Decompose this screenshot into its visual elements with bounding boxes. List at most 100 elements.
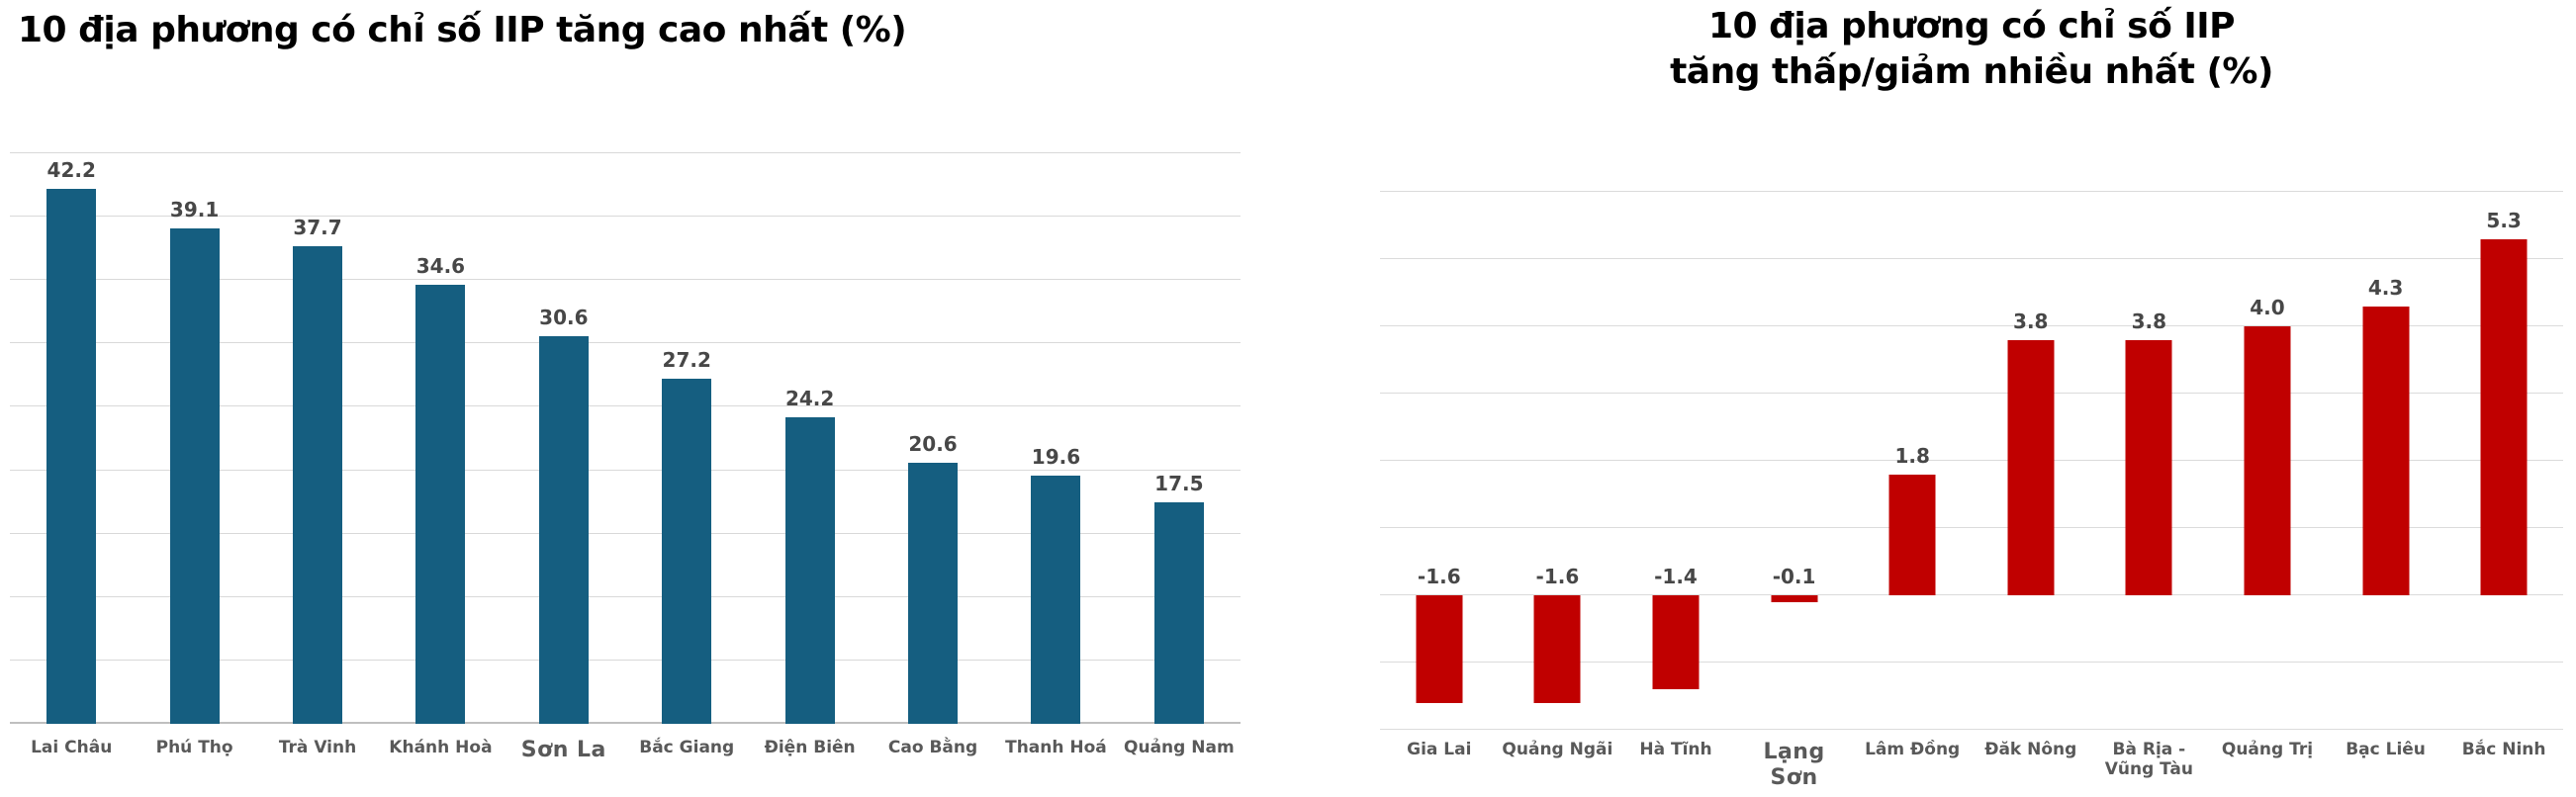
bar [784,416,835,724]
category-label: Quảng Trị [2221,740,2314,759]
bar-column: -1.6 [1499,192,1617,730]
category-label: Lâm Đồng [1865,740,1961,759]
bar-value-label: -1.4 [1654,565,1698,588]
bar-value-label: 17.5 [1154,471,1204,495]
gridline [10,722,1241,724]
bar-column: 1.8 [1853,192,1972,730]
bar [1771,595,1818,602]
bar-column: 39.1 [133,153,255,724]
bar-column: 37.7 [256,153,379,724]
bar [2007,339,2055,595]
category-label: Sơn La [520,738,606,762]
bar [415,285,466,724]
bar-value-label: 3.8 [2131,309,2167,333]
bar [1652,595,1700,690]
gridline [1380,662,2563,663]
bar [2244,326,2291,595]
bar [1533,595,1581,703]
bar-value-label: 3.8 [2013,309,2049,333]
bar [293,245,343,724]
gridline [10,595,1241,597]
bar-value-label: 30.6 [539,305,589,329]
bar [169,227,220,724]
bar-value-label: -1.6 [1535,565,1580,588]
chart-title-lowest: 10 địa phương có chỉ số IIP tăng thấp/giả… [1380,4,2563,95]
bar-column: 34.6 [379,153,502,724]
gridline [1380,460,2563,461]
chart-iip-highest: 10 địa phương có chỉ số IIP tăng cao nhấ… [10,10,1241,763]
bars-container: 42.2 39.1 37.7 34.6 30.6 27.2 24.2 20.6 19.6 17.5 [10,153,1241,724]
bar-value-label: 37.7 [293,215,342,239]
category-label: Đăk Nông [1984,740,2077,759]
bar-value-label: 1.8 [1894,443,1930,468]
category-label: Điện Biên [764,738,856,757]
gridline [1380,393,2563,394]
gridline [10,342,1241,344]
category-axis-highest: Lai Châu Phú Thọ Trà Vinh Khánh Hoà Sơn La Bắ… [10,738,1241,763]
chart-iip-lowest: 10 địa phương có chỉ số IIP tăng thấp/giả… [1335,0,2576,797]
category-label: Lai Châu [31,738,113,757]
bar-value-label: 24.2 [784,386,835,410]
bar-column: -1.6 [1380,192,1499,730]
category-label: Thanh Hoá [1005,738,1107,757]
bar [1888,474,1936,595]
bar-column: 17.5 [1118,153,1241,724]
gridline [1380,258,2563,259]
category-label: Quảng Ngãi [1502,740,1613,759]
category-label: Trà Vinh [278,738,357,757]
bar-column: -0.1 [1735,192,1854,730]
category-label: Quảng Nam [1124,738,1235,757]
chart-title-highest: 10 địa phương có chỉ số IIP tăng cao nhấ… [18,10,907,50]
bar-column: 19.6 [994,153,1117,724]
gridline [10,532,1241,534]
bar-column: 27.2 [625,153,748,724]
plot-area-highest: 42.2 39.1 37.7 34.6 30.6 27.2 24.2 20.6 19.6 17.5 [10,152,1241,724]
bar-value-label: 5.3 [2486,208,2522,232]
bar-value-label: 19.6 [1031,444,1081,469]
bar-column: 30.6 [503,153,625,724]
gridline [1380,527,2563,528]
bar-column: 42.2 [10,153,133,724]
bar-value-label: 4.0 [2250,296,2285,319]
category-label: Bà Rịa - Vũng Tàu [2104,740,2193,780]
gridline [10,279,1241,281]
bar [2480,238,2528,595]
category-label: Bắc Giang [639,738,735,757]
bar-value-label: -1.6 [1417,565,1461,588]
bar [1031,475,1081,724]
bar [2362,306,2410,595]
category-label: Khánh Hoà [389,738,493,757]
chart-title-lowest-line1: 10 địa phương có chỉ số IIP [1707,6,2236,46]
bar-column: 4.0 [2208,192,2327,730]
bar [1416,595,1463,703]
bar-column: 4.3 [2327,192,2445,730]
bars-container: -1.6 -1.6 -1.4 -0.1 1.8 3.8 3.8 4.0 4.3 5.3 [1380,192,2563,730]
category-label: Bắc Ninh [2461,740,2546,759]
gridline [10,405,1241,407]
bar-value-label: 27.2 [662,348,711,373]
bar [538,335,589,724]
bar-value-label: 42.2 [46,157,96,182]
category-label: Cao Bằng [887,738,978,757]
gridline [10,469,1241,471]
gridline [10,659,1241,661]
plot-area-lowest: -1.6 -1.6 -1.4 -0.1 1.8 3.8 3.8 4.0 4.3 5.3 [1380,191,2563,730]
category-label: Gia Lai [1407,740,1472,759]
bar-value-label: 20.6 [908,431,958,456]
bar-value-label: -0.1 [1772,565,1816,588]
category-label: Bạc Liêu [2346,740,2426,759]
bar-column: 3.8 [2090,192,2209,730]
bar-column: 20.6 [872,153,994,724]
bar-column: 5.3 [2444,192,2563,730]
bar [662,379,712,724]
gridline [1380,191,2563,192]
bar-value-label: 39.1 [169,197,220,221]
chart-title-lowest-line2: tăng thấp/giảm nhiều nhất (%) [1670,51,2273,93]
category-label: Lạng Sơn [1763,740,1825,790]
bar [908,462,959,724]
category-label: Phú Thọ [155,738,233,757]
bar-value-label: 4.3 [2367,275,2404,300]
bar-column: 24.2 [748,153,871,724]
bar [1153,501,1204,724]
